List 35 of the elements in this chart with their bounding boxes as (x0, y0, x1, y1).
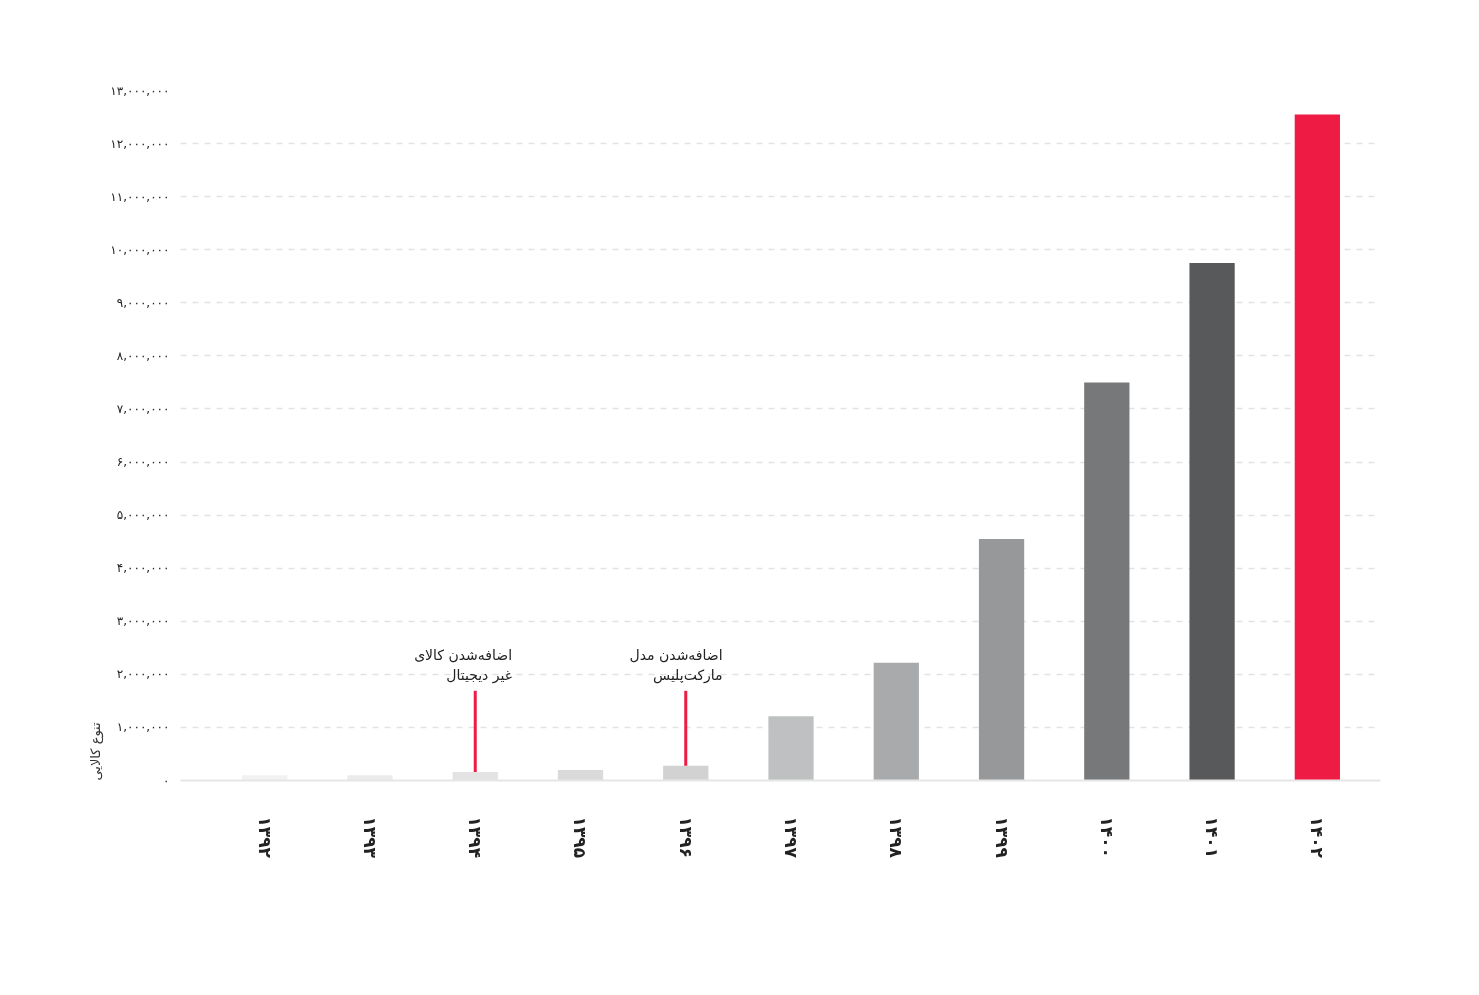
x-tick-label: ۱۳۹۶ (675, 816, 696, 859)
y-tick-label: ۵,۰۰۰,۰۰۰ (116, 508, 170, 523)
bar (873, 662, 919, 781)
x-tick-label: ۱۳۹۴ (465, 816, 486, 859)
y-tick-label: ۴,۰۰۰,۰۰۰ (116, 561, 170, 576)
x-tick-label: ۱۳۹۲ (254, 816, 275, 859)
bar (768, 716, 814, 781)
y-tick-label: ۰ (163, 773, 170, 788)
x-tick-label: ۱۳۹۹ (991, 816, 1012, 859)
x-tick-label: ۱۳۹۳ (359, 816, 380, 859)
y-tick-label: ۱,۰۰۰,۰۰۰ (116, 720, 170, 735)
bar (1189, 263, 1235, 781)
bar (1294, 114, 1340, 781)
y-axis-title: تنوع کالایی (87, 721, 104, 781)
y-tick-label: ۱۱,۰۰۰,۰۰۰ (110, 189, 170, 204)
x-tick-label: ۱۳۹۵ (570, 816, 591, 859)
y-tick-label: ۸,۰۰۰,۰۰۰ (116, 348, 170, 363)
bar (1084, 382, 1130, 781)
y-tick-label: ۹,۰۰۰,۰۰۰ (116, 295, 170, 310)
annotation: اضافه‌شدن کالای غیر دیجیتال (414, 647, 513, 684)
y-tick-label: ۳,۰۰۰,۰۰۰ (116, 614, 170, 629)
x-tick-label: ۱۴۰۲ (1307, 816, 1328, 859)
annotation: اضافه‌شدن مدل مارکت‌پلیس (629, 647, 723, 684)
y-tick-label: ۱۳,۰۰۰,۰۰۰ (110, 83, 170, 98)
x-tick-label: ۱۴۰۱ (1202, 816, 1223, 859)
y-tick-label: ۶,۰۰۰,۰۰۰ (116, 455, 170, 470)
y-tick-label: ۱۲,۰۰۰,۰۰۰ (110, 136, 170, 151)
x-tick-label: ۱۳۹۸ (886, 816, 907, 859)
bar (663, 765, 709, 781)
y-tick-label: ۲,۰۰۰,۰۰۰ (116, 667, 170, 682)
y-tick-label: ۱۰,۰۰۰,۰۰۰ (110, 242, 170, 257)
bar (978, 539, 1025, 781)
x-tick-label: ۱۴۰۰ (1096, 816, 1117, 859)
x-tick-label: ۱۳۹۷ (781, 816, 802, 859)
y-tick-label: ۷,۰۰۰,۰۰۰ (116, 401, 170, 416)
